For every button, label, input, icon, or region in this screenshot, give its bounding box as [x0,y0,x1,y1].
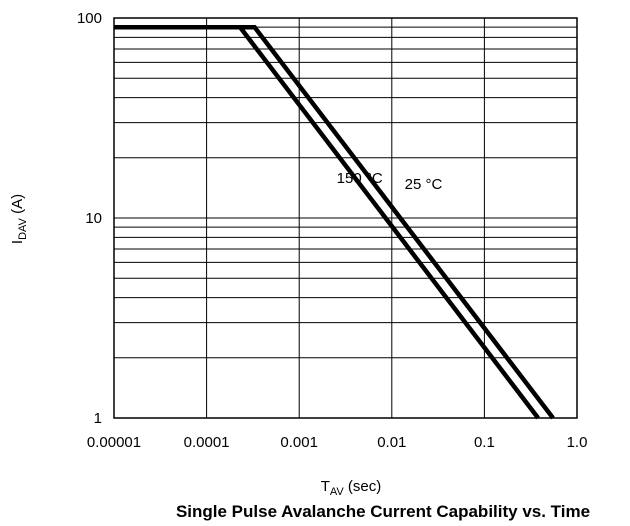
y-tick-label: 100 [77,10,102,27]
x-tick-label: 0.001 [280,434,318,451]
x-tick-labels: 0.00001 0.0001 0.001 0.01 0.1 1.0 [87,434,588,451]
series-line-150c [114,24,540,420]
annotations: 150 °C 25 °C [337,170,443,193]
y-tick-labels: 1 10 100 [77,10,102,427]
chart-title: Single Pulse Avalanche Current Capabilit… [176,502,590,521]
x-tick-label: 0.1 [474,434,495,451]
grid [114,18,577,418]
series-layer [114,24,555,420]
x-axis-label: TAV (sec) [321,478,382,498]
y-axis-label: IDAV (A) [9,194,29,244]
series-annotation: 150 °C [337,170,383,187]
series-annotation: 25 °C [405,176,443,193]
x-tick-label: 0.0001 [184,434,230,451]
x-tick-label: 1.0 [567,434,588,451]
x-tick-label: 0.01 [377,434,406,451]
y-tick-label: 10 [85,210,102,227]
y-tick-label: 1 [94,410,102,427]
series-line-25c [114,24,555,420]
x-tick-label: 0.00001 [87,434,141,451]
plot-frame [113,17,578,419]
